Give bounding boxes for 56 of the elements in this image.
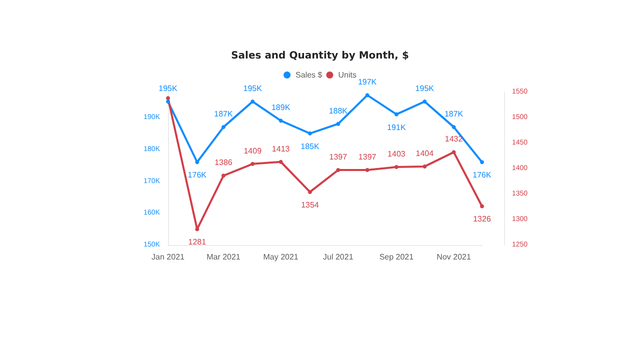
data-label: 189K [271, 103, 291, 112]
data-label: 1404 [416, 148, 434, 158]
point [336, 122, 340, 126]
data-label: 195K [415, 84, 435, 94]
x-tick-label: Jan 2021 [152, 252, 186, 262]
point [480, 160, 484, 164]
data-label: 176K [472, 170, 492, 180]
point [452, 150, 456, 154]
point [308, 190, 312, 194]
point [195, 160, 200, 164]
legend-label: Sales $ [296, 70, 323, 80]
point [250, 162, 255, 166]
point [308, 131, 312, 136]
data-label: 187K [444, 110, 464, 119]
data-label: 195K [243, 84, 263, 94]
data-label: 1432 [444, 134, 464, 144]
x-tick-label: May 2021 [263, 252, 299, 262]
data-label: 176K [188, 170, 208, 180]
x-tick-label: Sep 2021 [379, 252, 414, 262]
x-tick-label: Jul 2021 [323, 252, 354, 262]
data-label: 1413 [272, 144, 290, 154]
point [422, 100, 427, 104]
point [394, 112, 398, 116]
point [166, 100, 170, 104]
data-label: 191K [387, 122, 406, 132]
data-label: 197K [358, 78, 378, 87]
data-label: 1409 [244, 146, 262, 156]
point [480, 204, 484, 208]
data-label: 1397 [329, 152, 348, 162]
point [221, 125, 226, 130]
point [221, 174, 226, 178]
x-tick-label: Mar 2021 [206, 252, 241, 262]
point [166, 96, 170, 100]
point [278, 118, 283, 123]
x-tick-label: Nov 2021 [436, 252, 472, 262]
point [422, 164, 427, 168]
data-label: 185K [300, 142, 320, 151]
data-label: 188K [328, 106, 348, 116]
data-label: 195K [158, 84, 178, 94]
data-label: 1281 [188, 238, 207, 247]
data-label: 1397 [358, 152, 377, 162]
point [278, 160, 283, 164]
point [394, 164, 398, 169]
data-label: 1326 [473, 214, 492, 224]
legend-label: Units [338, 70, 356, 80]
point [336, 168, 340, 172]
data-label: 1354 [301, 200, 320, 210]
point [365, 93, 370, 98]
data-label: 1386 [214, 158, 233, 168]
data-label: 187K [214, 110, 234, 119]
point [365, 168, 370, 172]
point [195, 227, 200, 232]
chart-title: Sales and Quantity by Month, $ [231, 50, 409, 62]
data-label: 1403 [388, 149, 406, 158]
point [250, 100, 255, 104]
point [452, 125, 456, 130]
